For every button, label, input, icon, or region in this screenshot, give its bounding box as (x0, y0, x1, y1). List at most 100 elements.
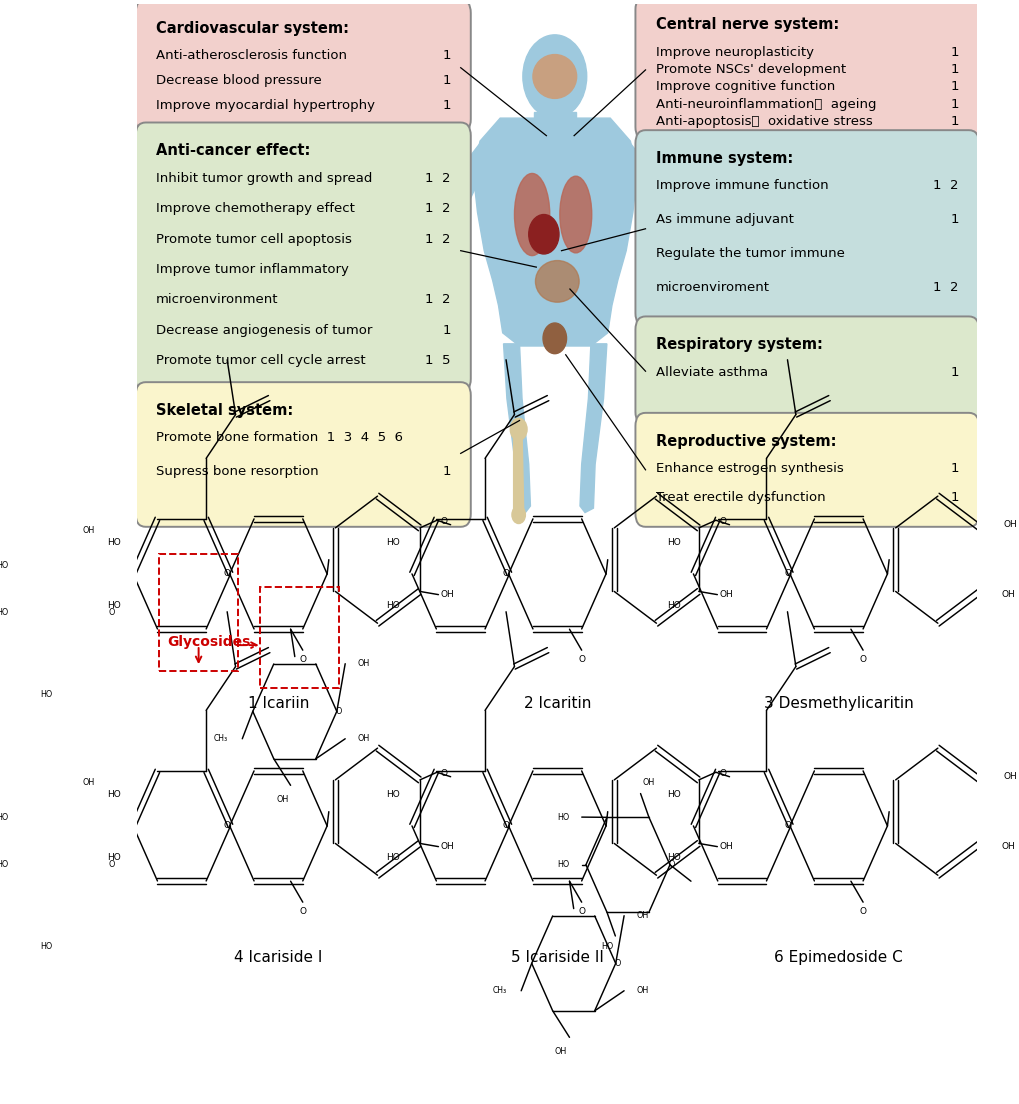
Text: 1  2: 1 2 (932, 282, 958, 295)
Text: O: O (108, 608, 115, 617)
Text: Improve immune function: Improve immune function (655, 180, 827, 192)
Text: 1: 1 (950, 490, 958, 503)
Text: microenvironment: microenvironment (156, 294, 278, 306)
Circle shape (512, 506, 525, 523)
Text: Inhibit tumor growth and spread: Inhibit tumor growth and spread (156, 172, 372, 184)
Text: OH: OH (83, 527, 95, 535)
Circle shape (528, 214, 558, 254)
Text: O: O (502, 821, 510, 830)
Text: 1  2: 1 2 (425, 202, 450, 215)
Polygon shape (503, 343, 530, 512)
Text: O: O (668, 860, 675, 869)
FancyBboxPatch shape (136, 382, 471, 527)
Text: 1: 1 (950, 115, 958, 128)
Text: O: O (223, 821, 230, 830)
Text: 1: 1 (950, 81, 958, 94)
Text: Regulate the tumor immune: Regulate the tumor immune (655, 247, 844, 261)
Text: 1: 1 (441, 49, 450, 62)
Text: CH₃: CH₃ (492, 986, 506, 996)
Text: HO: HO (600, 943, 612, 952)
Text: Improve neuroplasticity: Improve neuroplasticity (655, 45, 813, 59)
Text: Anti-cancer effect:: Anti-cancer effect: (156, 144, 310, 158)
Text: 1: 1 (441, 323, 450, 337)
Text: HO: HO (41, 690, 53, 700)
Text: Anti-atherosclerosis function: Anti-atherosclerosis function (156, 49, 346, 62)
Text: 1  2: 1 2 (425, 233, 450, 245)
Text: OH: OH (642, 778, 654, 787)
FancyBboxPatch shape (136, 123, 471, 392)
Text: OH: OH (440, 842, 454, 851)
Text: Respiratory system:: Respiratory system: (655, 337, 821, 352)
Text: OH: OH (719, 591, 733, 599)
Text: OH: OH (1003, 520, 1016, 529)
Text: HO: HO (0, 813, 9, 821)
Text: Skeletal system:: Skeletal system: (156, 403, 292, 418)
Text: OH: OH (83, 778, 95, 787)
Ellipse shape (535, 261, 579, 302)
Text: O: O (719, 769, 727, 778)
Text: OH: OH (1003, 772, 1016, 782)
Text: Enhance estrogen synthesis: Enhance estrogen synthesis (655, 463, 843, 475)
Polygon shape (473, 118, 637, 346)
Text: O: O (578, 907, 585, 916)
Text: OH: OH (1001, 842, 1014, 851)
Text: Improve cognitive function: Improve cognitive function (655, 81, 834, 94)
Text: Improve myocardial hypertrophy: Improve myocardial hypertrophy (156, 99, 374, 113)
Text: Anti-apoptosis、  oxidative stress: Anti-apoptosis、 oxidative stress (655, 115, 871, 128)
Text: Improve tumor inflammatory: Improve tumor inflammatory (156, 263, 348, 276)
Ellipse shape (533, 54, 576, 98)
Text: O: O (440, 517, 447, 526)
Text: O: O (784, 821, 791, 830)
Text: O: O (299, 907, 306, 916)
Text: Promote NSCs' development: Promote NSCs' development (655, 63, 845, 76)
Text: HO: HO (385, 538, 399, 546)
Text: HO: HO (107, 789, 121, 798)
Text: 1  5: 1 5 (425, 354, 450, 367)
Text: CH₃: CH₃ (213, 734, 227, 743)
Text: O: O (614, 959, 621, 968)
Text: 6 Epimedoside C: 6 Epimedoside C (773, 949, 902, 965)
FancyBboxPatch shape (635, 130, 978, 327)
Text: HO: HO (41, 943, 53, 952)
Text: OH: OH (1001, 591, 1014, 599)
Text: Supress bone resorption: Supress bone resorption (156, 466, 318, 478)
Text: HO: HO (0, 561, 9, 570)
Text: 1: 1 (950, 463, 958, 475)
Ellipse shape (559, 177, 591, 253)
Text: Anti-neuroinflammation、  ageing: Anti-neuroinflammation、 ageing (655, 98, 875, 110)
Text: HO: HO (666, 602, 681, 611)
Text: O: O (859, 907, 866, 916)
Text: O: O (440, 769, 447, 778)
Text: O: O (719, 517, 727, 526)
Text: O: O (108, 860, 115, 869)
Text: Decrease blood pressure: Decrease blood pressure (156, 74, 321, 87)
Circle shape (510, 418, 527, 440)
Text: O: O (223, 570, 230, 578)
FancyBboxPatch shape (635, 317, 978, 425)
Text: As immune adjuvant: As immune adjuvant (655, 213, 793, 226)
Text: OH: OH (719, 842, 733, 851)
Text: 3 Desmethylicaritin: 3 Desmethylicaritin (763, 696, 913, 711)
FancyBboxPatch shape (136, 0, 471, 132)
Text: microenviroment: microenviroment (655, 282, 769, 295)
Text: OH: OH (358, 659, 370, 668)
Text: HO: HO (556, 860, 569, 869)
Text: O: O (859, 655, 866, 665)
Text: O: O (335, 707, 341, 715)
Text: Glycosides: Glycosides (167, 635, 250, 649)
Text: OH: OH (440, 591, 454, 599)
Text: 5 Icariside II: 5 Icariside II (511, 949, 603, 965)
Ellipse shape (514, 173, 549, 256)
Text: 1  2: 1 2 (932, 180, 958, 192)
Text: HO: HO (666, 853, 681, 862)
Text: HO: HO (385, 789, 399, 798)
Text: OH: OH (554, 1047, 567, 1055)
Text: HO: HO (107, 538, 121, 546)
Text: OH: OH (636, 911, 648, 921)
Text: OH: OH (276, 795, 288, 804)
Polygon shape (580, 343, 606, 512)
Text: O: O (578, 655, 585, 665)
Text: Promote tumor cell apoptosis: Promote tumor cell apoptosis (156, 233, 352, 245)
Text: HO: HO (666, 789, 681, 798)
Text: 1: 1 (441, 99, 450, 113)
